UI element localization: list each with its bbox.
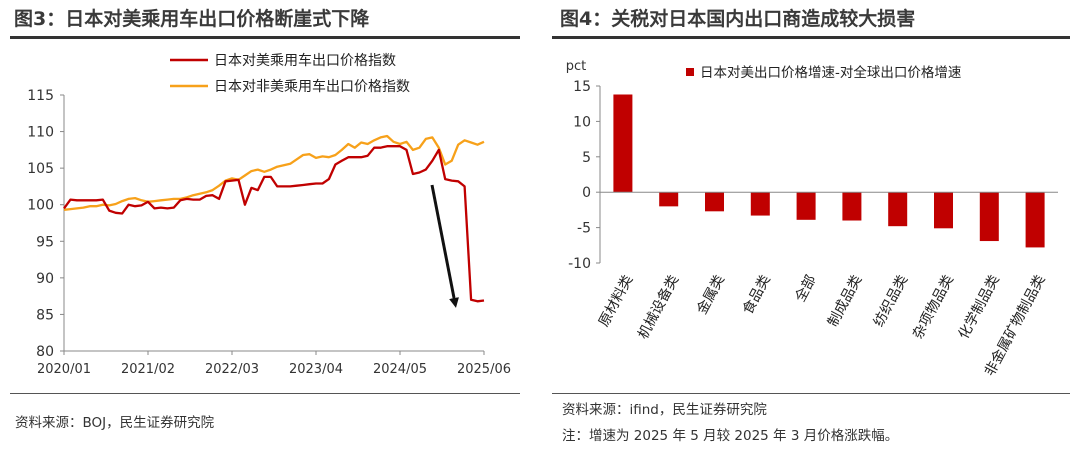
category-label: 机械设备类 <box>634 272 682 342</box>
line-chart: 80 85 90 95 100 105 110 115 2020/01 2021/02 2022/0… <box>27 52 511 377</box>
legend-label: 日本对美出口价格增速-对全球出口价格增速 <box>700 64 961 81</box>
decline-arrow <box>430 184 459 308</box>
bar <box>979 192 999 242</box>
series-line-us <box>63 145 485 303</box>
left-figure-title: 图3：日本对美乘用车出口价格断崖式下降 <box>14 8 370 30</box>
bar <box>1025 192 1045 248</box>
x-tick-label: 2020/01 <box>37 362 91 377</box>
right-figure-title: 图4：关税对日本国内出口商造成较大损害 <box>560 8 916 30</box>
left-figure: 图3：日本对美乘用车出口价格断崖式下降 80 85 90 95 100 105 110 115… <box>0 0 528 449</box>
y-tick-label: 0 <box>582 185 591 201</box>
series-line-non-us <box>63 134 485 211</box>
bar <box>750 192 770 216</box>
x-tick-label: 2024/05 <box>373 362 427 377</box>
bar <box>796 192 816 220</box>
legend-swatch <box>686 68 694 76</box>
bar <box>842 192 862 221</box>
bar <box>705 192 724 212</box>
y-tick-label: 80 <box>36 344 54 360</box>
y-tick-label: 90 <box>36 271 54 287</box>
y-unit-label: pct <box>566 59 587 74</box>
y-tick-label: 10 <box>573 114 591 130</box>
x-tick-label: 2023/04 <box>289 362 343 377</box>
left-title-rule <box>10 36 520 39</box>
left-source-rule <box>10 393 520 394</box>
right-source-rule <box>552 393 1070 394</box>
right-title-rule <box>552 36 1070 39</box>
left-source: 资料来源：BOJ，民生证券研究院 <box>15 415 215 431</box>
x-tick-label: 2022/03 <box>205 362 259 377</box>
legend-label: 日本对非美乘用车出口价格指数 <box>214 78 410 95</box>
right-source: 资料来源：ifind，民生证券研究院 <box>562 402 767 418</box>
y-tick-label: 105 <box>27 161 54 177</box>
bar <box>934 192 953 229</box>
category-label: 食品类 <box>739 272 774 317</box>
category-label: 制成品类 <box>825 273 865 330</box>
bar <box>613 94 633 193</box>
x-tick-label: 2021/02 <box>121 362 175 377</box>
category-label: 化学制品类 <box>956 273 1003 342</box>
bar <box>659 192 679 207</box>
category-label: 杂项物品类 <box>910 273 957 342</box>
category-label: 金属类 <box>694 273 728 318</box>
bar <box>888 192 908 227</box>
x-tick-label: 2025/06 <box>457 362 511 377</box>
y-tick-label: 85 <box>36 307 54 323</box>
y-tick-label: 100 <box>27 198 54 214</box>
right-figure: 图4：关税对日本国内出口商造成较大损害 -10 -5 0 5 10 15 pct 原材料类 机械… <box>548 0 1080 449</box>
y-tick-label: 95 <box>36 234 54 250</box>
category-label: 原材料类 <box>596 273 636 330</box>
y-tick-label: -10 <box>568 256 591 272</box>
category-label: 全部 <box>791 272 819 305</box>
legend-label: 日本对美乘用车出口价格指数 <box>214 52 396 69</box>
y-tick-label: 15 <box>573 79 591 95</box>
category-label: 纺织品类 <box>871 273 911 330</box>
y-tick-label: -5 <box>577 221 591 237</box>
y-tick-label: 115 <box>27 88 54 104</box>
y-tick-label: 110 <box>27 125 54 141</box>
right-note: 注：增速为 2025 年 5 月较 2025 年 3 月价格涨跌幅。 <box>562 428 899 444</box>
y-tick-label: 5 <box>582 150 591 166</box>
